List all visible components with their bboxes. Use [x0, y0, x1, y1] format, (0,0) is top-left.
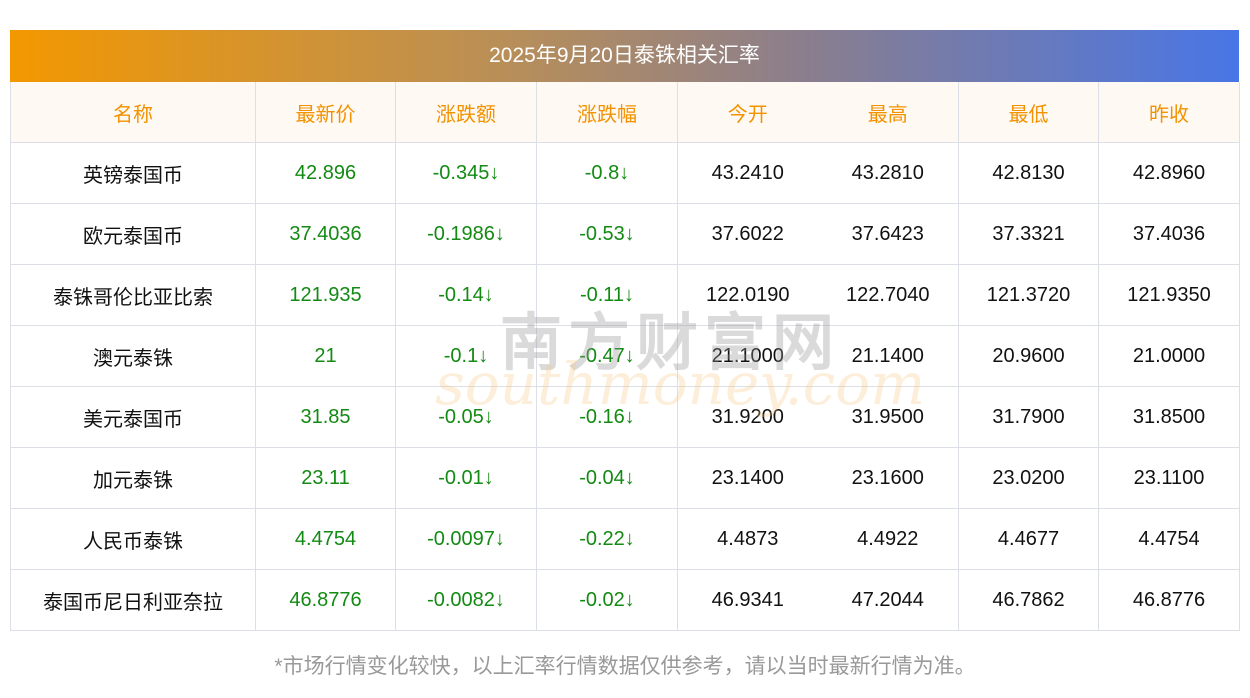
rate-cell: 122.0190: [677, 264, 818, 326]
currency-pair-name: 泰铢哥伦比亚比索: [10, 264, 256, 326]
rate-cell: 37.4036: [1098, 203, 1240, 265]
rate-cell: 21: [255, 325, 396, 387]
column-header: 最新价: [255, 82, 396, 143]
rate-cell: -0.22↓: [536, 508, 678, 570]
table-row: 人民币泰铢 4.4754 -0.0097↓ -0.22↓ 4.4873 4.4922 4.4…: [10, 508, 1240, 570]
rate-cell: -0.47↓: [536, 325, 678, 387]
table-row: 英镑泰国币 42.896 -0.345↓ -0.8↓ 43.2410 43.2810 42.…: [10, 142, 1240, 204]
rate-cell: 46.8776: [255, 569, 396, 631]
currency-pair-name: 美元泰国币: [10, 386, 256, 448]
rate-cell: -0.14↓: [395, 264, 537, 326]
rate-cell: 121.935: [255, 264, 396, 326]
table-row: 澳元泰铢 21 -0.1↓ -0.47↓ 21.1000 21.1400 20.9600 21…: [10, 325, 1240, 387]
rate-cell: -0.1986↓: [395, 203, 537, 265]
column-header: 涨跌额: [395, 82, 537, 143]
table-row: 欧元泰国币 37.4036 -0.1986↓ -0.53↓ 37.6022 37.6423…: [10, 203, 1240, 265]
rate-cell: 4.4754: [1098, 508, 1240, 570]
exchange-rate-table: 名称 最新价 涨跌额 涨跌幅 今开 最高 最低 昨收 英镑泰国币 42.896 -0.345↓ -0…: [10, 82, 1240, 631]
rate-cell: 43.2810: [817, 142, 959, 204]
rate-cell: 4.4873: [677, 508, 818, 570]
rate-cell: 4.4677: [958, 508, 1099, 570]
rate-cell: -0.04↓: [536, 447, 678, 509]
rate-cell: 23.0200: [958, 447, 1099, 509]
rate-cell: 31.9200: [677, 386, 818, 448]
currency-pair-name: 加元泰铢: [10, 447, 256, 509]
rate-cell: 42.896: [255, 142, 396, 204]
rate-cell: 46.7862: [958, 569, 1099, 631]
table-row: 加元泰铢 23.11 -0.01↓ -0.04↓ 23.1400 23.1600 23.02…: [10, 447, 1240, 509]
rate-cell: 21.0000: [1098, 325, 1240, 387]
rate-cell: 4.4922: [817, 508, 959, 570]
rate-cell: 122.7040: [817, 264, 959, 326]
column-header: 昨收: [1098, 82, 1240, 143]
currency-pair-name: 泰国币尼日利亚奈拉: [10, 569, 256, 631]
column-header: 名称: [10, 82, 256, 143]
column-header: 今开: [677, 82, 818, 143]
column-header: 最高: [817, 82, 959, 143]
rate-cell: 31.85: [255, 386, 396, 448]
rate-cell: 37.3321: [958, 203, 1099, 265]
table-row: 美元泰国币 31.85 -0.05↓ -0.16↓ 31.9200 31.9500 31.7…: [10, 386, 1240, 448]
rate-cell: -0.0097↓: [395, 508, 537, 570]
rate-cell: 42.8960: [1098, 142, 1240, 204]
rate-cell: 20.9600: [958, 325, 1099, 387]
rate-cell: -0.0082↓: [395, 569, 537, 631]
rate-cell: -0.345↓: [395, 142, 537, 204]
rate-cell: 47.2044: [817, 569, 959, 631]
rate-cell: -0.02↓: [536, 569, 678, 631]
currency-pair-name: 人民币泰铢: [10, 508, 256, 570]
rate-cell: 42.8130: [958, 142, 1099, 204]
rate-cell: 23.1400: [677, 447, 818, 509]
rate-cell: 4.4754: [255, 508, 396, 570]
rate-cell: 46.8776: [1098, 569, 1240, 631]
rate-cell: -0.8↓: [536, 142, 678, 204]
rate-cell: -0.1↓: [395, 325, 537, 387]
rate-cell: 23.1100: [1098, 447, 1240, 509]
currency-pair-name: 澳元泰铢: [10, 325, 256, 387]
rate-cell: -0.53↓: [536, 203, 678, 265]
rate-cell: 31.9500: [817, 386, 959, 448]
disclaimer-note: *市场行情变化较快，以上汇率行情数据仅供参考，请以当时最新行情为准。: [274, 655, 976, 678]
rate-cell: 37.6022: [677, 203, 818, 265]
column-header: 最低: [958, 82, 1099, 143]
rate-cell: 43.2410: [677, 142, 818, 204]
rate-cell: 37.4036: [255, 203, 396, 265]
rate-cell: 21.1400: [817, 325, 959, 387]
rate-cell: 23.11: [255, 447, 396, 509]
rate-cell: 46.9341: [677, 569, 818, 631]
rate-cell: 23.1600: [817, 447, 959, 509]
rate-cell: 31.8500: [1098, 386, 1240, 448]
rate-cell: -0.16↓: [536, 386, 678, 448]
table-title: 2025年9月20日泰铢相关汇率: [10, 30, 1239, 82]
rate-cell: 21.1000: [677, 325, 818, 387]
rate-cell: 121.9350: [1098, 264, 1240, 326]
rate-cell: -0.11↓: [536, 264, 678, 326]
rate-cell: 37.6423: [817, 203, 959, 265]
rate-cell: -0.01↓: [395, 447, 537, 509]
watermark-en: southmoney.com: [435, 350, 926, 418]
rate-cell: 121.3720: [958, 264, 1099, 326]
table-row: 泰国币尼日利亚奈拉 46.8776 -0.0082↓ -0.02↓ 46.9341 47.…: [10, 569, 1240, 631]
rate-cell: -0.05↓: [395, 386, 537, 448]
column-header: 涨跌幅: [536, 82, 678, 143]
watermark-cn: 南方财富网: [500, 309, 841, 378]
table-row: 泰铢哥伦比亚比索 121.935 -0.14↓ -0.11↓ 122.0190 122.7…: [10, 264, 1240, 326]
currency-pair-name: 欧元泰国币: [10, 203, 256, 265]
currency-pair-name: 英镑泰国币: [10, 142, 256, 204]
rate-cell: 31.7900: [958, 386, 1099, 448]
